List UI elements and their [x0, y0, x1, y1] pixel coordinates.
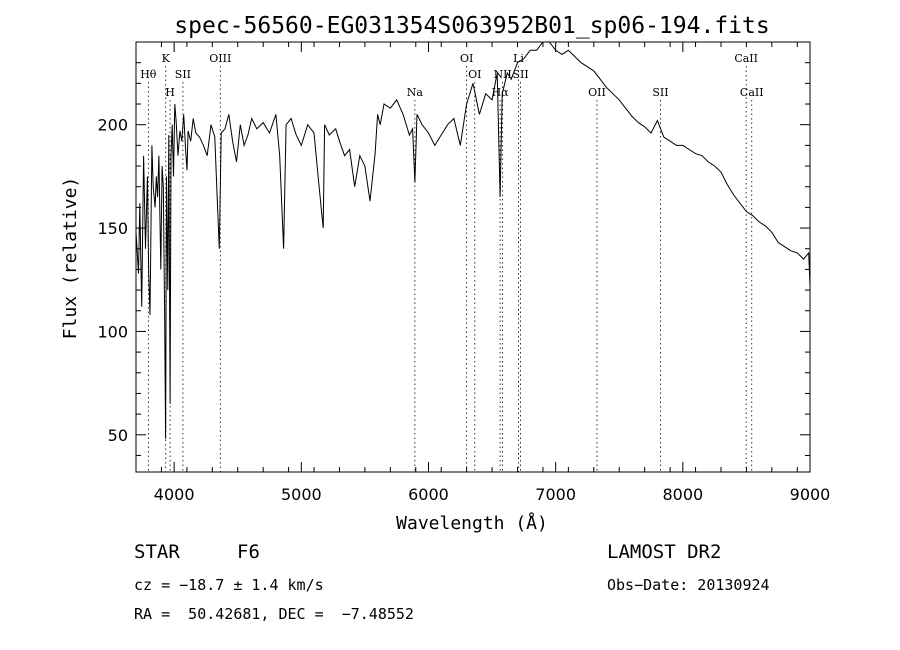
x-tick-label: 6000 — [408, 485, 449, 504]
spectral-line-label: Hα — [492, 86, 510, 99]
spectrum-series-line — [135, 41, 811, 439]
spectral-line-label: K — [162, 52, 171, 65]
plot-frame — [135, 41, 811, 473]
survey-name: LAMOST DR2 — [607, 541, 722, 563]
x-axis-label: Wavelength (Å) — [396, 512, 548, 534]
spectral-line-label: OI — [460, 52, 473, 65]
x-tick-label: 5000 — [281, 485, 322, 504]
spectral-line-label: SII — [175, 68, 191, 81]
observation-date: Obs−Date: 20130924 — [607, 576, 770, 594]
x-tick-label: 7000 — [535, 485, 576, 504]
spectral-line-label: NII — [493, 68, 511, 81]
x-tick-label: 4000 — [154, 485, 195, 504]
spectral-line-label: CaII — [740, 86, 764, 99]
spectral-line-label: Hθ — [140, 68, 157, 81]
object-subclass: F6 — [237, 541, 260, 563]
coordinates: RA = 50.42681, DEC = −7.48552 — [134, 605, 414, 623]
spectral-line-label: SII — [652, 86, 668, 99]
y-tick-label: 50 — [108, 426, 128, 445]
spectral-line-label: SII — [512, 68, 528, 81]
y-tick-label: 200 — [97, 116, 128, 135]
x-tick-label: 9000 — [790, 485, 831, 504]
spectral-line-label: H — [165, 86, 175, 99]
spectral-line-label: OII — [588, 86, 606, 99]
chart-title: spec-56560-EG031354S063952B01_sp06-194.f… — [174, 13, 769, 39]
y-tick-label: 100 — [97, 322, 128, 341]
redshift-cz: cz = −18.7 ± 1.4 km/s — [134, 576, 324, 594]
y-tick-label: 150 — [97, 219, 128, 238]
spectral-line-label: OI — [468, 68, 481, 81]
x-tick-label: 8000 — [662, 485, 703, 504]
axis-ticks-layer: 4000 5000 6000 7000 8000 9000 50 100 150 200 — [97, 42, 830, 504]
y-axis-label: Flux (relative) — [60, 177, 81, 340]
spectral-line-label: OIII — [209, 52, 231, 65]
spectral-line-label: Na — [407, 86, 424, 99]
spectral-line-label: CaII — [734, 52, 758, 65]
spectral-line-label: Li — [513, 52, 524, 65]
object-class: STAR — [134, 541, 180, 563]
